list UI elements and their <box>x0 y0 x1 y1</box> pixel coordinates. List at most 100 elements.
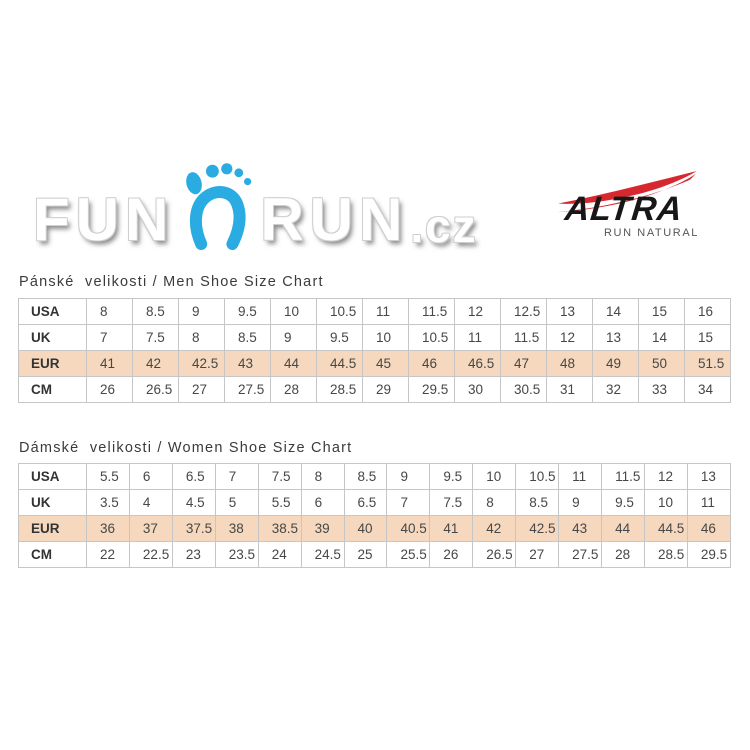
size-cell: 40.5 <box>386 515 431 542</box>
size-cell: 11.5 <box>408 298 455 325</box>
size-cell: 27.5 <box>558 541 603 568</box>
size-cell: 11.5 <box>500 324 547 351</box>
size-cell: 28.5 <box>316 376 363 403</box>
size-cell: 6.5 <box>171 463 216 490</box>
size-cell: 49 <box>592 350 639 377</box>
table-row-usa: USA 5.5 6 6.5 7 7.5 8 8.5 9 9.5 10 10.5 11 11.5 12 13 <box>18 463 732 490</box>
size-cell: 46 <box>686 515 732 542</box>
size-cell: 8.5 <box>224 324 271 351</box>
size-cell: 7.5 <box>429 489 474 516</box>
size-cell: 29.5 <box>408 376 455 403</box>
size-cell: 4.5 <box>171 489 216 516</box>
size-cell: 9.5 <box>224 298 271 325</box>
size-cell: 38 <box>214 515 259 542</box>
size-cell: 7 <box>86 324 133 351</box>
size-cell: 8 <box>472 489 517 516</box>
size-cell: 11 <box>686 489 732 516</box>
altra-logo: ALTRA RUN NATURAL <box>543 170 705 246</box>
size-cell: 28 <box>270 376 317 403</box>
size-cell: 8 <box>300 463 345 490</box>
size-cell: 6.5 <box>343 489 388 516</box>
row-label: CM <box>18 541 87 568</box>
funrun-logo-word-fun: FUN <box>33 186 175 253</box>
size-cell: 9.5 <box>601 489 645 516</box>
size-cell: 12 <box>643 463 688 490</box>
funrun-logo-word-run: RUN <box>260 186 409 253</box>
size-cell: 9.5 <box>429 463 474 490</box>
size-cell: 5.5 <box>257 489 302 516</box>
size-cell: 8.5 <box>343 463 388 490</box>
size-cell: 3.5 <box>86 489 130 516</box>
size-cell: 14 <box>592 298 639 325</box>
size-cell: 46.5 <box>454 350 501 377</box>
row-label: EUR <box>18 515 87 542</box>
size-cell: 42.5 <box>515 515 560 542</box>
altra-brand-text: ALTRA <box>563 190 685 228</box>
size-cell: 12 <box>454 298 501 325</box>
size-cell: 33 <box>638 376 685 403</box>
size-cell: 48 <box>546 350 593 377</box>
size-cell: 42 <box>472 515 517 542</box>
size-cell: 46 <box>408 350 455 377</box>
row-label: USA <box>18 298 87 325</box>
size-cell: 9 <box>558 489 603 516</box>
size-cell: 10 <box>643 489 688 516</box>
size-cell: 25.5 <box>386 541 431 568</box>
size-cell: 44.5 <box>643 515 688 542</box>
table-row-cm: CM 22 22.5 23 23.5 24 24.5 25 25.5 26 26.5 27 27.5 28… <box>18 541 732 568</box>
size-cell: 6 <box>128 463 173 490</box>
size-cell: 43 <box>558 515 603 542</box>
size-cell: 28.5 <box>643 541 688 568</box>
size-cell: 40 <box>343 515 388 542</box>
size-cell: 32 <box>592 376 639 403</box>
size-cell: 44 <box>601 515 645 542</box>
size-cell: 12 <box>546 324 593 351</box>
size-cell: 7 <box>214 463 259 490</box>
size-cell: 10 <box>472 463 517 490</box>
size-cell: 34 <box>684 376 731 403</box>
size-cell: 7.5 <box>257 463 302 490</box>
size-cell: 9 <box>270 324 317 351</box>
size-cell: 11 <box>454 324 501 351</box>
size-cell: 42 <box>132 350 179 377</box>
size-cell: 27 <box>178 376 225 403</box>
size-cell: 39 <box>300 515 345 542</box>
size-cell: 5.5 <box>86 463 130 490</box>
funrun-logo: FUN RUN .cz <box>33 158 478 250</box>
table-row-eur: EUR 36 37 37.5 38 38.5 39 40 40.5 41 42 42.5 43 44 44.… <box>18 515 732 542</box>
row-label: USA <box>18 463 87 490</box>
size-cell: 6 <box>300 489 345 516</box>
table-row-uk: UK 7 7.5 8 8.5 9 9.5 10 10.5 11 11.5 12 13 14 15 <box>18 324 731 351</box>
row-label: UK <box>18 489 87 516</box>
size-cell: 51.5 <box>684 350 731 377</box>
size-cell: 26.5 <box>132 376 179 403</box>
size-cell: 30 <box>454 376 501 403</box>
size-cell: 24.5 <box>300 541 345 568</box>
size-cell: 10.5 <box>408 324 455 351</box>
size-cell: 13 <box>686 463 732 490</box>
size-cell: 15 <box>638 298 685 325</box>
size-cell: 11 <box>558 463 603 490</box>
size-cell: 9 <box>178 298 225 325</box>
size-cell: 28 <box>601 541 645 568</box>
table-row-usa: USA 8 8.5 9 9.5 10 10.5 11 11.5 12 12.5 13 14 15 16 <box>18 298 731 325</box>
size-cell: 10.5 <box>316 298 363 325</box>
size-cell: 42.5 <box>178 350 225 377</box>
footprint-icon <box>186 163 252 250</box>
size-cell: 47 <box>500 350 547 377</box>
row-label: CM <box>18 376 87 403</box>
size-cell: 8 <box>86 298 133 325</box>
size-cell: 8 <box>178 324 225 351</box>
size-cell: 43 <box>224 350 271 377</box>
women-section-title: Dámské velikosti / Women Shoe Size Chart <box>19 440 353 456</box>
size-cell: 14 <box>638 324 685 351</box>
size-cell: 8.5 <box>515 489 560 516</box>
size-cell: 29 <box>362 376 409 403</box>
size-cell: 5 <box>214 489 259 516</box>
size-cell: 29.5 <box>686 541 732 568</box>
size-cell: 13 <box>592 324 639 351</box>
size-cell: 26.5 <box>472 541 517 568</box>
size-cell: 24 <box>257 541 302 568</box>
size-cell: 26 <box>86 376 133 403</box>
size-cell: 27 <box>515 541 560 568</box>
